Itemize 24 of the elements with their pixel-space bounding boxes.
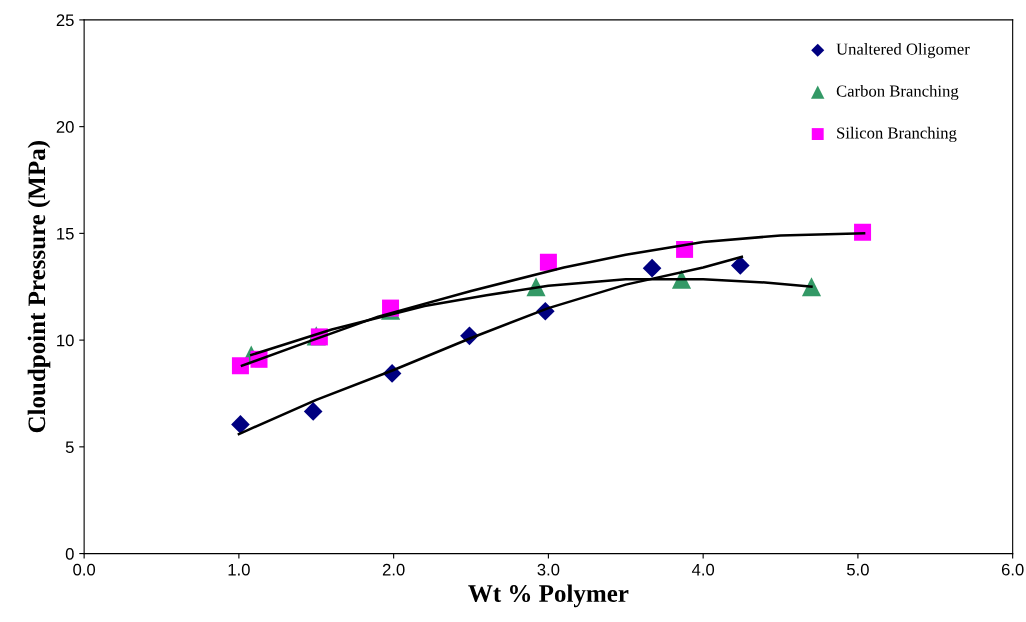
point xyxy=(642,258,662,278)
y-tick-label: 5 xyxy=(65,441,74,454)
x-tick-label: 6.0 xyxy=(1001,563,1024,576)
x-tick-label: 5.0 xyxy=(846,563,869,576)
point xyxy=(231,415,250,434)
x-tick-label: 3.0 xyxy=(537,563,560,576)
point xyxy=(303,402,323,421)
y-axis-title: Cloudpoint Pressure (MPa) xyxy=(27,141,51,433)
y-tick-label: 15 xyxy=(57,227,74,240)
legend-label: Carbon Branching xyxy=(836,84,959,101)
y-tick-label: 0 xyxy=(65,547,74,560)
x-tick-label: 4.0 xyxy=(691,563,715,576)
x-tick-label: 1.0 xyxy=(228,563,250,576)
point xyxy=(231,357,249,375)
x-tick-label: 2.0 xyxy=(382,563,405,576)
y-tick-label: 20 xyxy=(56,121,74,133)
legend-label: Silicon Branching xyxy=(837,126,957,143)
legend-label: Unaltered Oligomer xyxy=(836,43,970,59)
point xyxy=(730,256,750,275)
y-tick-label: 25 xyxy=(56,14,74,27)
point xyxy=(539,253,557,271)
x-tick-label: 0.0 xyxy=(73,563,96,576)
x-axis-title: Wt % Polymer xyxy=(468,584,629,608)
y-tick-label: 10 xyxy=(57,334,74,347)
